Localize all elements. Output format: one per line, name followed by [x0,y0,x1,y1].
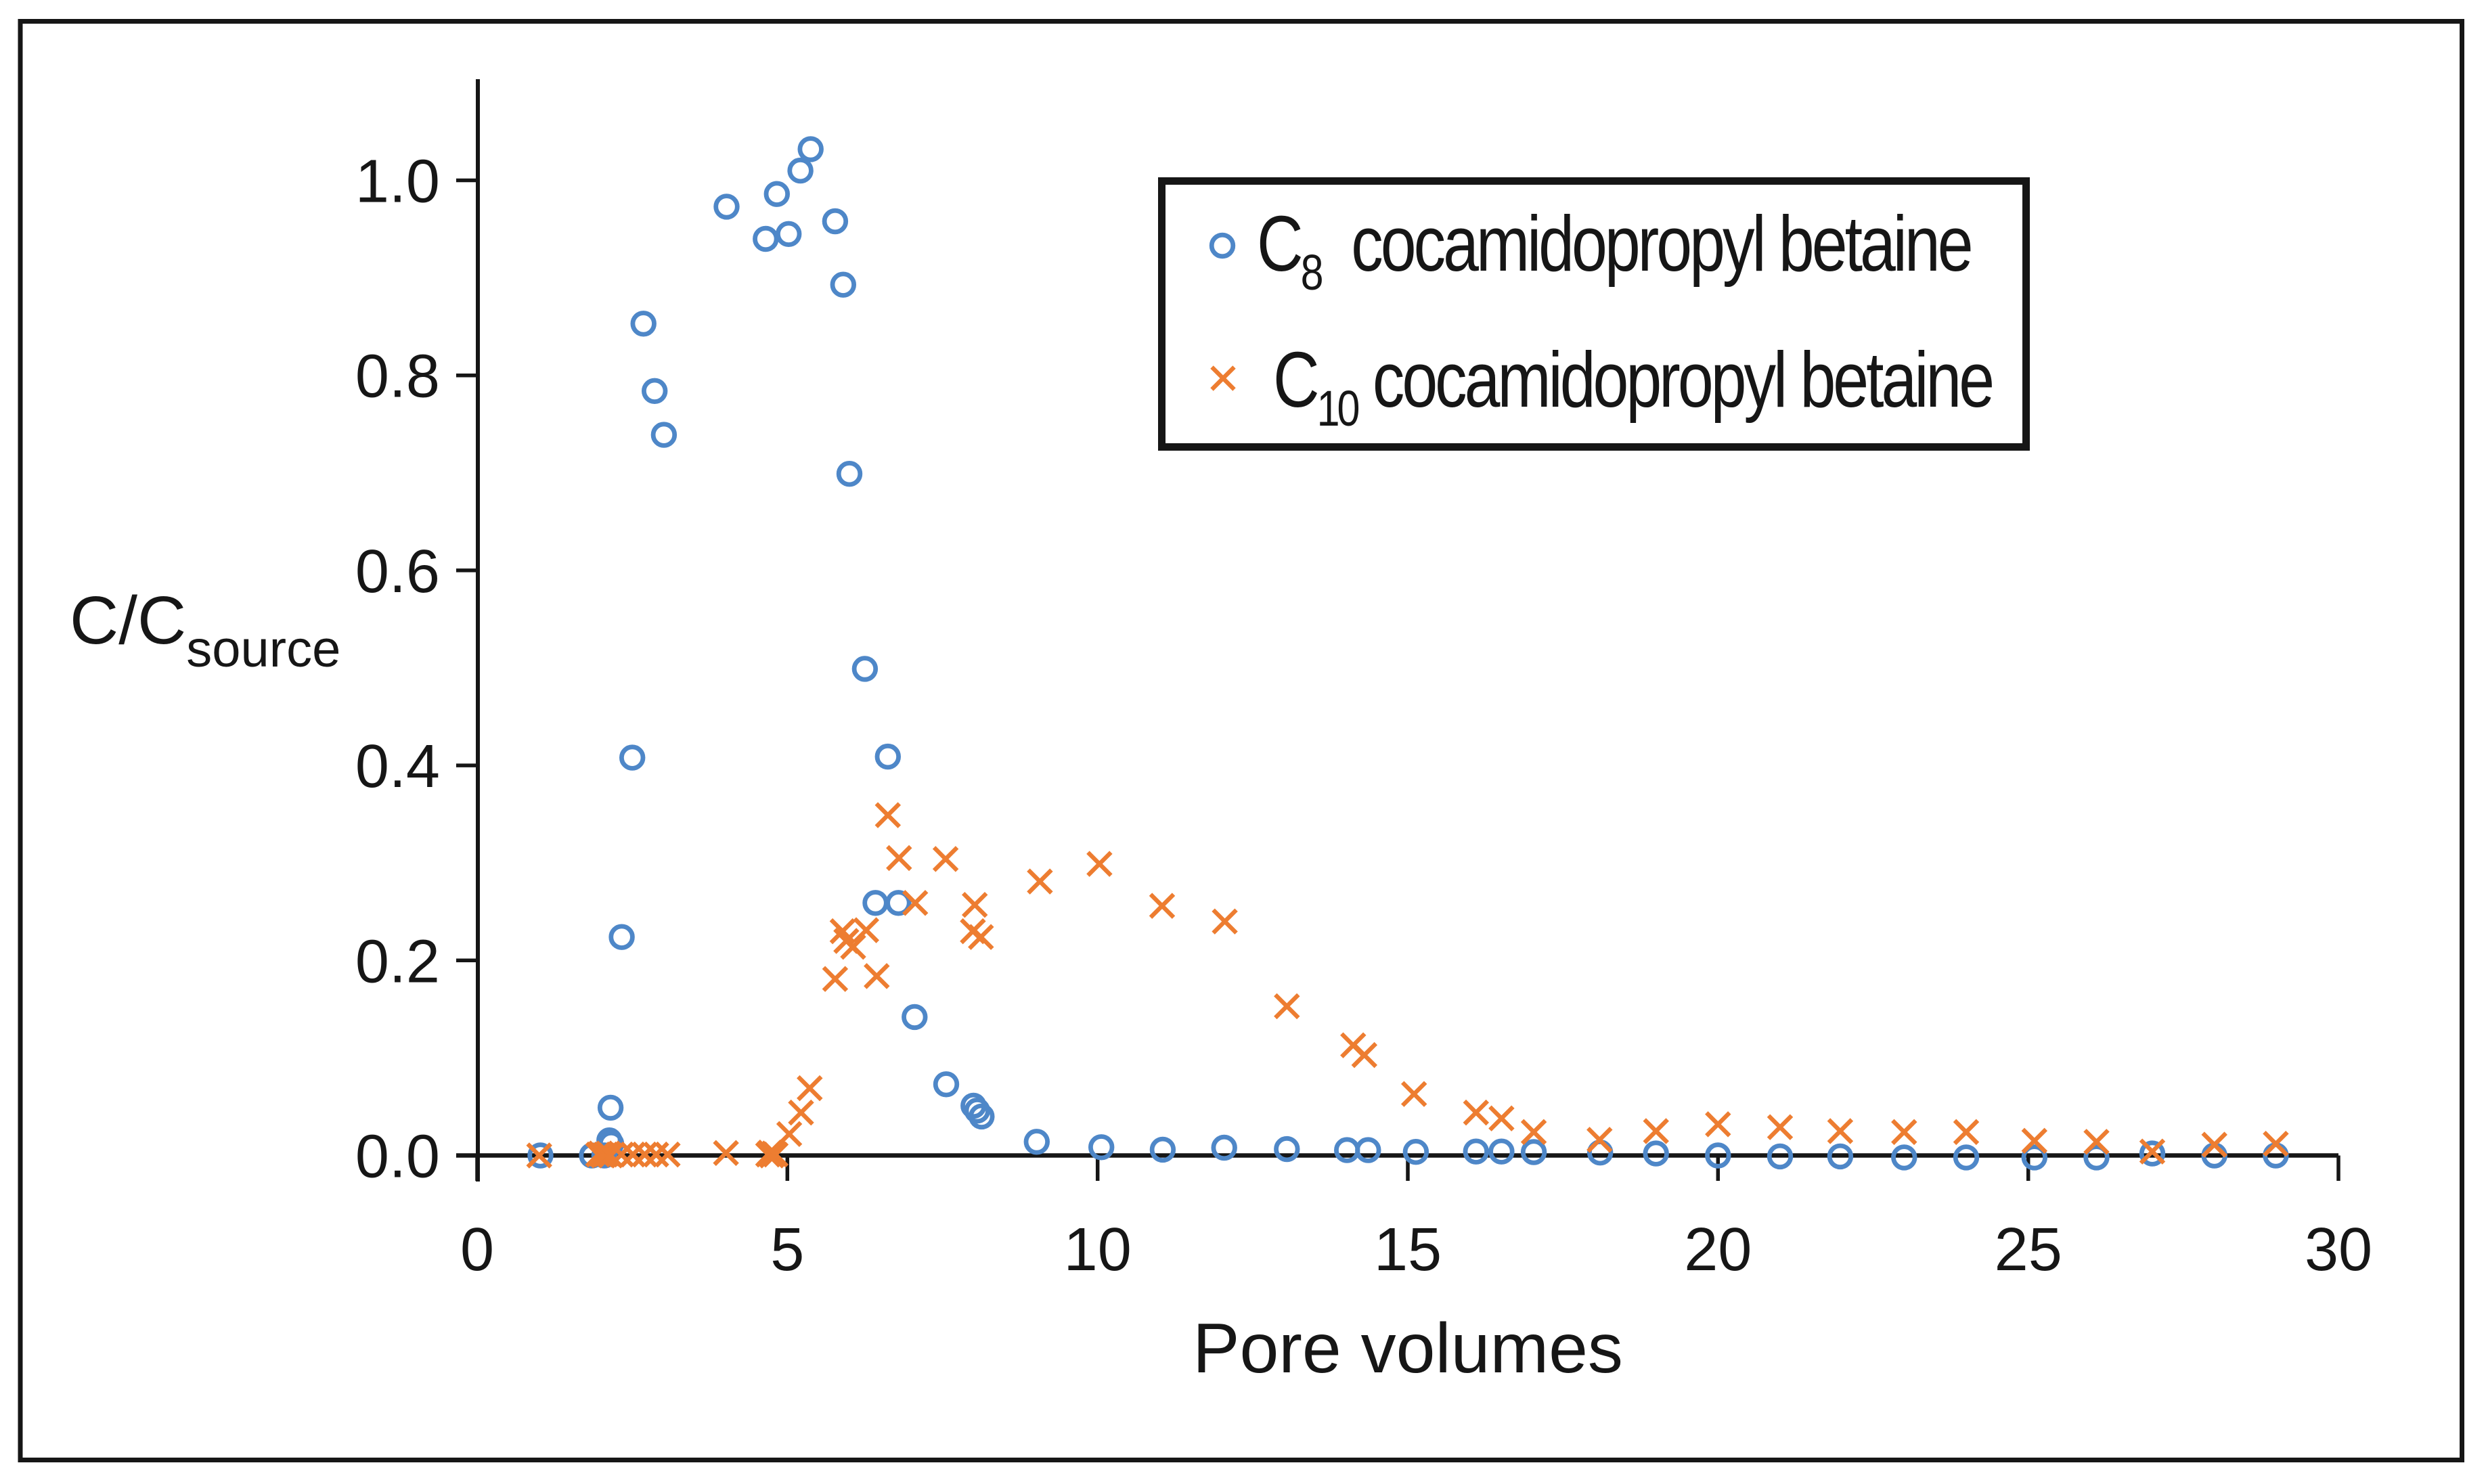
svg-text:1.0: 1.0 [355,148,440,216]
svg-text:10: 10 [1064,1216,1132,1284]
svg-text:30: 30 [2305,1216,2372,1284]
svg-text:15: 15 [1374,1216,1442,1284]
svg-text:0.6: 0.6 [355,538,440,606]
svg-text:0.4: 0.4 [355,733,440,801]
svg-text:5: 5 [770,1216,804,1284]
svg-text:Pore volumes: Pore volumes [1193,1309,1623,1388]
svg-text:C10 cocamidopropyl betaine: C10 cocamidopropyl betaine [1273,336,1993,436]
svg-text:0.0: 0.0 [355,1123,440,1191]
svg-text:20: 20 [1684,1216,1752,1284]
svg-text:0: 0 [460,1216,494,1284]
svg-text:25: 25 [1995,1216,2062,1284]
svg-text:0.8: 0.8 [355,343,440,411]
svg-text:0.2: 0.2 [355,928,440,995]
svg-text:C8 cocamidopropyl betaine: C8 cocamidopropyl betaine [1257,200,1971,300]
